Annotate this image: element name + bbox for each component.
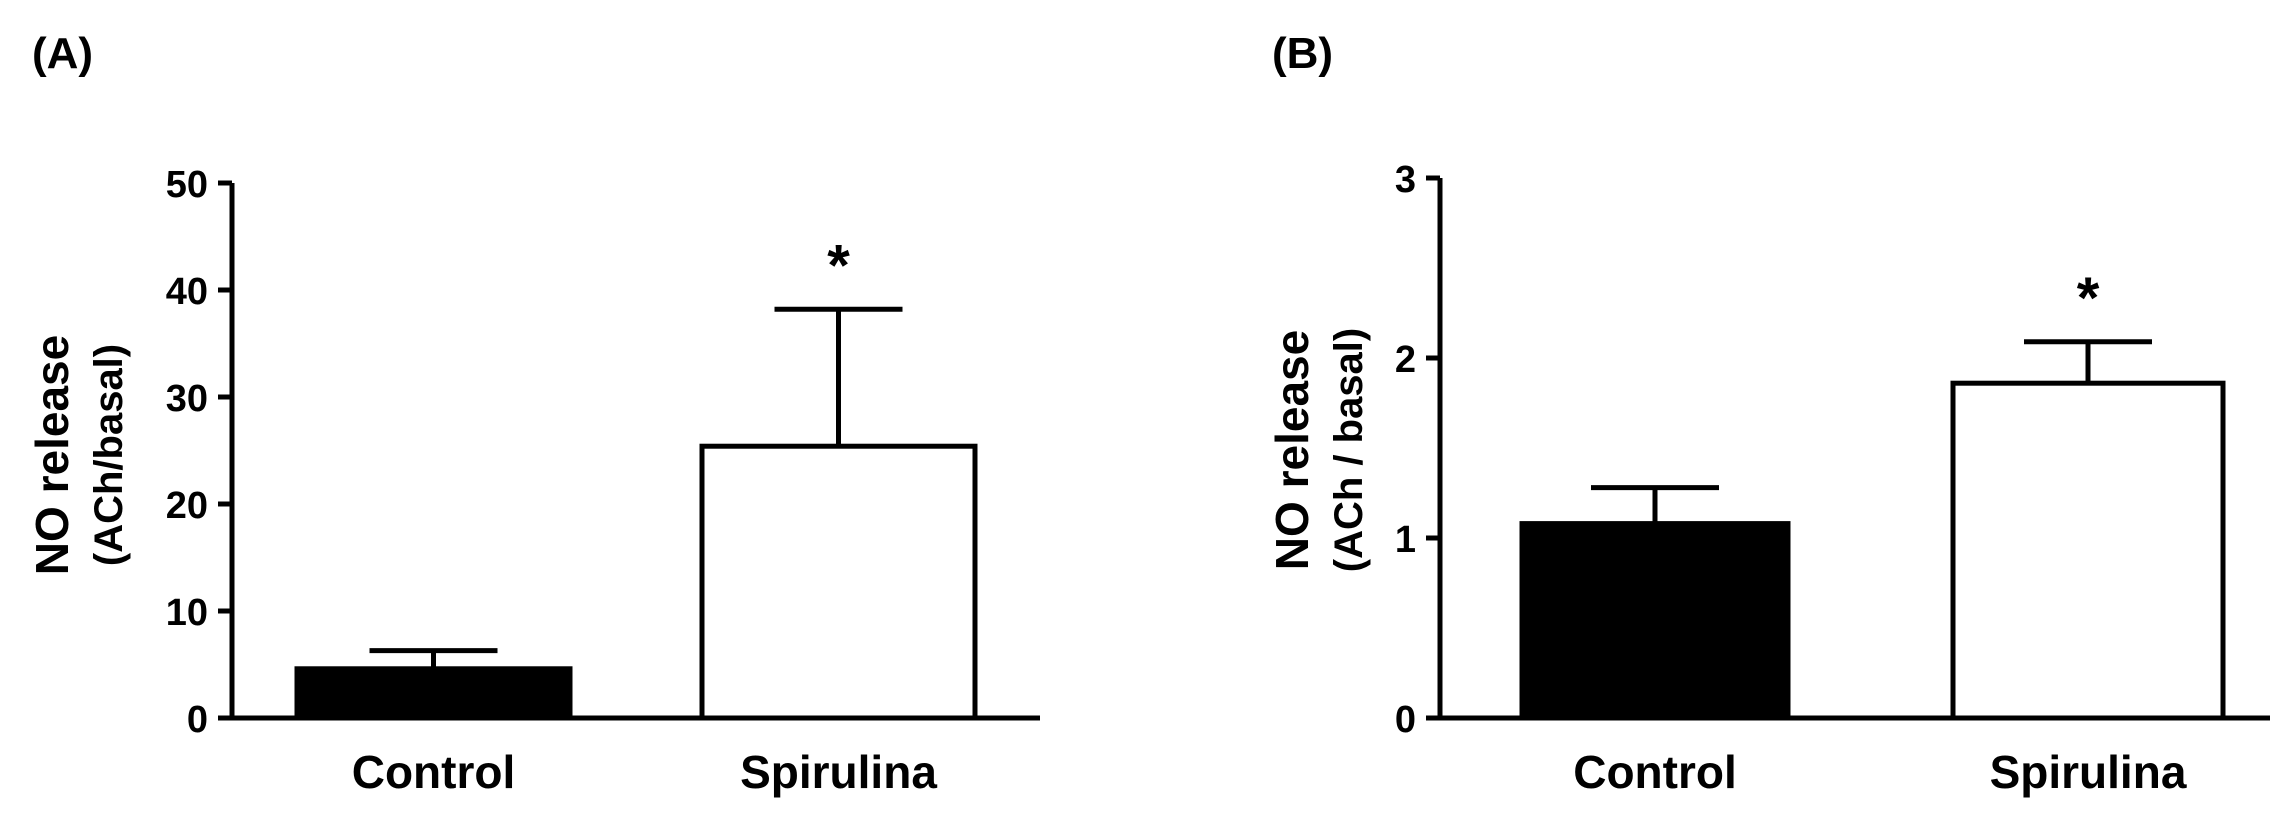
y-axis-label-line1: NO release: [1266, 330, 1318, 570]
panel-label: (B): [1272, 29, 1333, 78]
y-tick-label: 20: [166, 485, 208, 527]
x-tick-label: Spirulina: [740, 746, 937, 798]
y-tick-label: 0: [1395, 699, 1416, 741]
y-tick-label: 3: [1395, 159, 1416, 201]
bar-control: [1519, 521, 1791, 721]
x-tick-label: Control: [1573, 746, 1737, 798]
panel-a: (A) NO release (ACh/basal) * 0 10 20 30 40 50 C…: [26, 29, 1040, 798]
y-tick-label: 2: [1395, 339, 1416, 381]
panel-b: (B) NO release (ACh / basal) * 0 1 2 3 Contro…: [1266, 29, 2270, 798]
significance-marker: *: [827, 233, 850, 298]
y-tick-label: 30: [166, 378, 208, 420]
y-tick-label: 40: [166, 271, 208, 313]
y-tick-label: 10: [166, 592, 208, 634]
y-tick-label: 0: [187, 699, 208, 741]
y-tick-label: 1: [1395, 519, 1416, 561]
bar-spirulina: [699, 443, 978, 721]
bar-control: [294, 666, 573, 721]
y-axis-label-line2: (ACh / basal): [1327, 328, 1371, 572]
significance-marker: *: [2077, 266, 2100, 331]
y-axis-label-line2: (ACh/basal): [87, 344, 131, 566]
x-tick-label: Control: [352, 746, 516, 798]
x-tick-label: Spirulina: [1990, 746, 2187, 798]
panel-label: (A): [32, 29, 93, 78]
bar-spirulina: [1950, 380, 2226, 721]
y-tick-label: 50: [166, 164, 208, 206]
y-axis-label-line1: NO release: [26, 335, 78, 575]
